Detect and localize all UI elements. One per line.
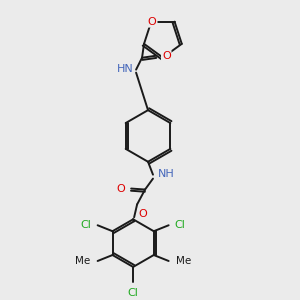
Text: O: O bbox=[162, 51, 171, 61]
Text: Cl: Cl bbox=[128, 288, 139, 298]
Text: NH: NH bbox=[158, 169, 175, 179]
Text: Me: Me bbox=[75, 256, 91, 266]
Text: Cl: Cl bbox=[81, 220, 92, 230]
Text: Cl: Cl bbox=[175, 220, 185, 230]
Text: O: O bbox=[116, 184, 125, 194]
Text: O: O bbox=[138, 209, 147, 219]
Text: HN: HN bbox=[117, 64, 134, 74]
Text: Me: Me bbox=[176, 256, 191, 266]
Text: O: O bbox=[148, 17, 157, 27]
